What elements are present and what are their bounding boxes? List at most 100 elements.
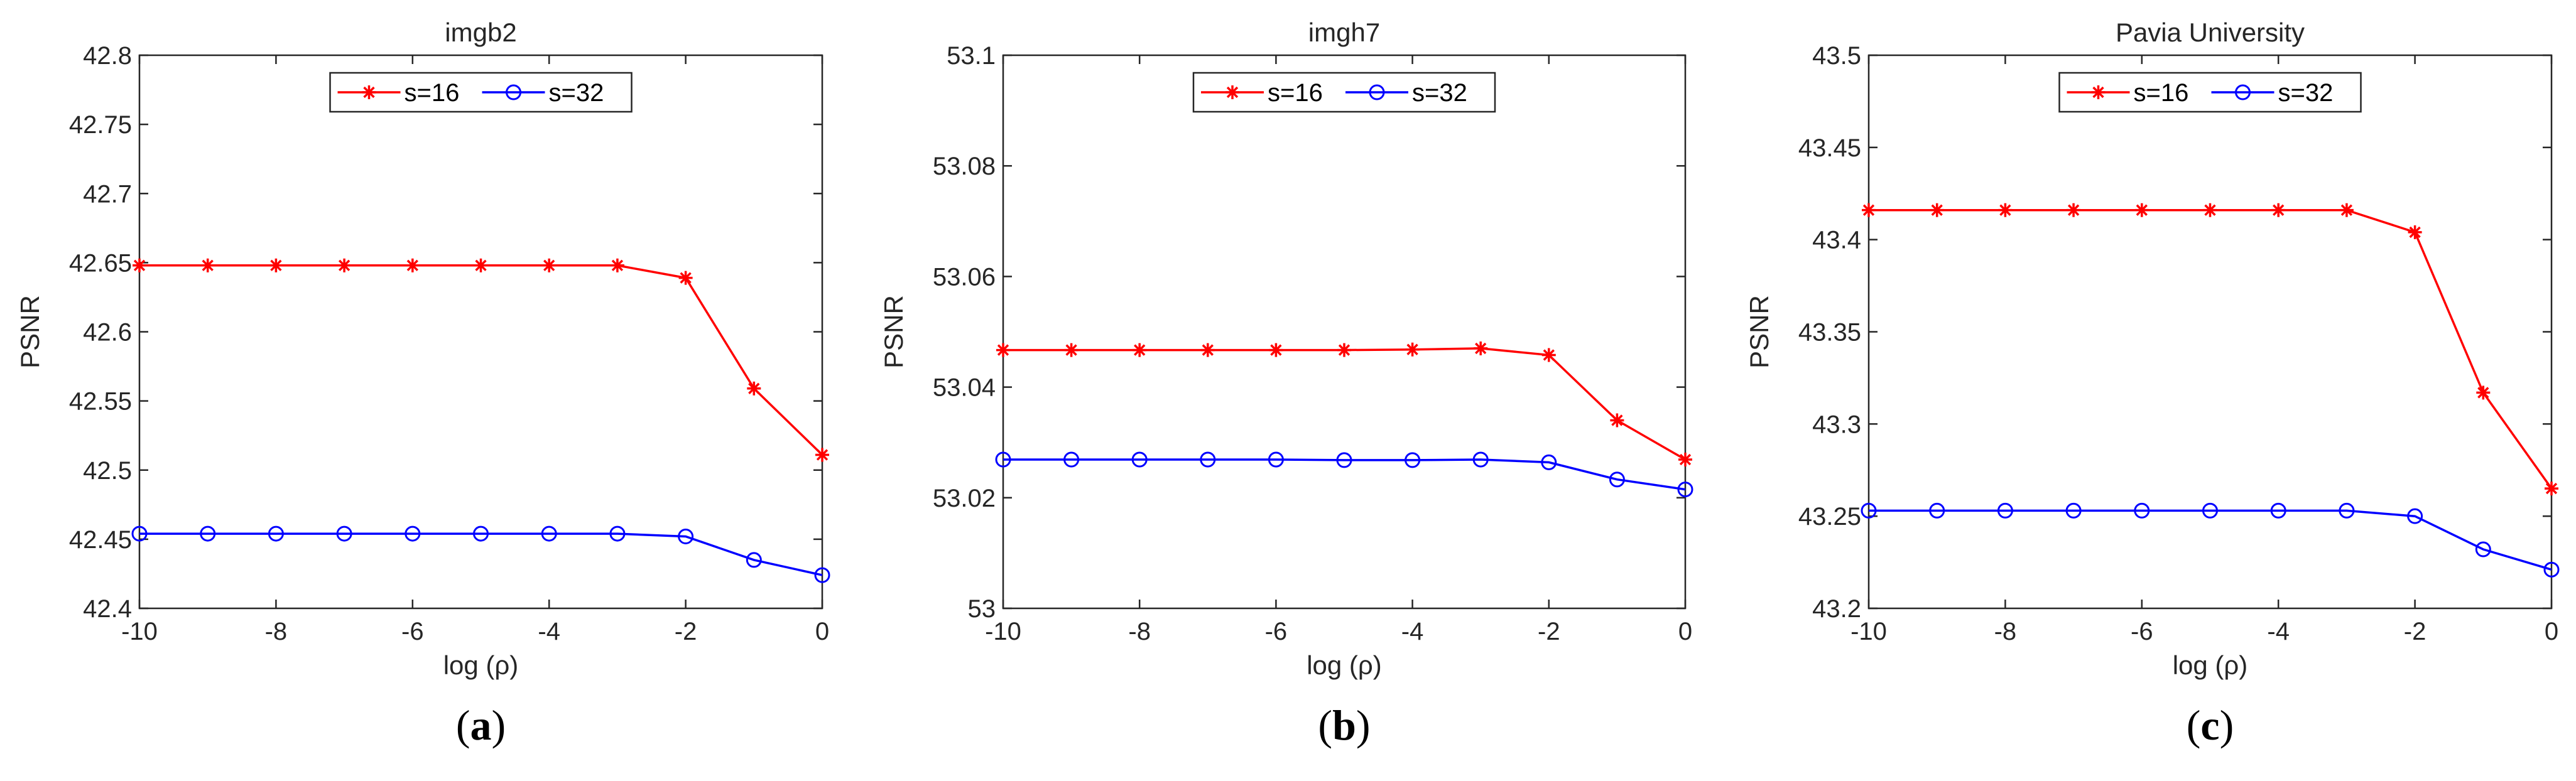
chart-a-ytick-label: 42.75 [69, 111, 132, 139]
chart-panel-a: -10 -8 -6 -4 -2 0 42.4 42.45 42.5 42.55 42.6 42.65 4… [15, 18, 830, 749]
chart-a-series-s32-point [336, 525, 352, 542]
chart-a-series-s16-point [815, 448, 829, 462]
chart-c-ytick-label: 43.3 [1812, 411, 1861, 438]
chart-b-legend: s=16 s=32 [1192, 72, 1496, 113]
chart-a-legend-entry-s32-marker [506, 84, 521, 100]
chart-c-series-s32-point [2475, 541, 2491, 557]
chart-a-series-s16-point [474, 258, 488, 272]
chart-b-series-s16-point [1678, 453, 1692, 467]
chart-c-ytick-label: 43.4 [1812, 227, 1861, 254]
chart-c-legend-entry-s16-marker [2091, 85, 2106, 99]
chart-b-legend-entry-s16-marker [1226, 85, 1239, 99]
chart-b-ytick-label: 53 [968, 595, 996, 623]
chart-c-series-s32-point [1997, 502, 2013, 519]
chart-a-series-s32-line [139, 532, 823, 576]
chart-c-series-s32-point [2202, 502, 2218, 519]
chart-a-series-s32-point [814, 567, 830, 583]
chart-b-series-s32-point [1405, 452, 1421, 468]
chart-a-series-s32-point [473, 525, 489, 542]
chart-b-series-s16-point [1405, 342, 1420, 357]
chart-b-series-s16-point [1610, 413, 1624, 428]
chart-a-xlabel: log (ρ) [443, 650, 519, 680]
chart-b-series-s16-point [1337, 343, 1351, 357]
chart-b-series-s16-point [1064, 343, 1079, 357]
chart-a-series-s32-point [609, 525, 626, 542]
chart-b-series-s32-point [1131, 451, 1148, 468]
chart-a-ytick-label: 42.45 [69, 526, 132, 554]
chart-c-series-s16-point [2408, 225, 2422, 239]
chart-b-legend-entry-s16-label: s=16 [1268, 79, 1323, 107]
chart-b-series-s16-point [1133, 343, 1147, 357]
chart-a-ytick-label: 42.55 [69, 388, 132, 416]
chart-a-legend-entry-s32-label: s=32 [549, 79, 604, 107]
chart-a-series-s16-point [200, 258, 215, 272]
chart-b-ytick-label: 53.1 [947, 42, 996, 70]
chart-b-title: imgh7 [1308, 18, 1380, 47]
chart-b-series-s16-point [1269, 343, 1283, 357]
chart-c-series-s32-line [1869, 509, 2552, 571]
chart-c-xtick-label: 0 [2545, 618, 2558, 645]
chart-c-legend-entry-s32-marker [2235, 84, 2251, 100]
chart-b-series-s32-point [1336, 452, 1352, 468]
chart-a-legend: s=16 s=32 [329, 72, 633, 113]
chart-b-xtick-label: -4 [1401, 618, 1424, 645]
chart-a-caption: (a) [456, 701, 506, 749]
chart-a-title: imgb2 [445, 18, 516, 47]
chart-b-plot-box [1002, 54, 1687, 610]
chart-a-xtick-label: -2 [675, 618, 697, 645]
chart-c-series-s32-point [2339, 502, 2355, 519]
chart-b-series-s32-point [1541, 454, 1557, 470]
chart-b-series-s32-point [1472, 451, 1489, 468]
chart-a-xtick-label: -10 [121, 618, 158, 645]
chart-c-series-s32-point [1861, 502, 1877, 519]
chart-c-series-s16-point [2134, 203, 2149, 217]
chart-b-xtick-label: 0 [1678, 618, 1692, 645]
chart-c-series-s16-point [2545, 482, 2558, 496]
chart-b-ytick-label: 53.04 [933, 374, 996, 402]
chart-c-xtick-label: -10 [1850, 618, 1887, 645]
chart-a-ytick-label: 42.6 [83, 319, 132, 347]
chart-a-series-s16-point [269, 258, 283, 272]
chart-b-ytick-label: 53.08 [933, 153, 996, 180]
chart-c-title: Pavia University [2116, 18, 2305, 47]
chart-a-xtick-label: 0 [815, 618, 829, 645]
chart-b-caption: (b) [1318, 701, 1370, 749]
chart-a-legend-entry-s16-marker [362, 85, 376, 99]
chart-c-series-s16-point [1930, 203, 1944, 217]
chart-b-ylabel: PSNR [879, 295, 908, 369]
chart-a-xtick-label: -6 [401, 618, 424, 645]
chart-b-xlabel: log (ρ) [1307, 650, 1382, 680]
chart-c-series-s16-point [2476, 385, 2491, 400]
chart-a-series-s32-point [200, 525, 216, 542]
chart-c-plot-box [1867, 54, 2553, 610]
chart-b-series-s32-line [1003, 458, 1686, 491]
chart-c-series-s32-point [2407, 508, 2423, 524]
chart-a-series-s32-point [678, 528, 694, 544]
chart-b-series-s16-point [1200, 343, 1215, 357]
chart-a-series-s16-point [678, 271, 693, 285]
chart-a-series-s16-point [337, 258, 352, 272]
chart-panel-b: -10 -8 -6 -4 -2 0 53 53.02 53.04 53.06 53.08 53.1 im… [879, 18, 1693, 749]
chart-c-legend: s=16 s=32 [2058, 72, 2362, 113]
chart-c-series-s16-point [1862, 203, 1876, 217]
chart-b-series-s32-point [1200, 451, 1216, 468]
chart-b-xtick-label: -6 [1265, 618, 1288, 645]
chart-a-series-s16-point [133, 258, 146, 272]
chart-b-series-s32-point [1268, 451, 1284, 468]
chart-a-xtick-label: -4 [538, 618, 560, 645]
chart-a-ylabel: PSNR [15, 295, 45, 369]
chart-c-xtick-label: -2 [2404, 618, 2427, 645]
chart-c-series-s16-point [2067, 203, 2081, 217]
chart-a-series-s32-point [541, 525, 557, 542]
chart-c-series-s32-point [2065, 502, 2082, 519]
chart-c-series-s32-point [2543, 561, 2560, 578]
chart-a-series-s32-point [268, 525, 284, 542]
chart-c-xlabel: log (ρ) [2173, 650, 2248, 680]
chart-c-ytick-label: 43.2 [1812, 595, 1861, 623]
chart-a-ytick-label: 42.4 [83, 595, 132, 623]
chart-c-ytick-label: 43.5 [1812, 42, 1861, 70]
chart-a-series-s32-point [405, 525, 421, 542]
chart-c-series-s32-point [2134, 502, 2150, 519]
